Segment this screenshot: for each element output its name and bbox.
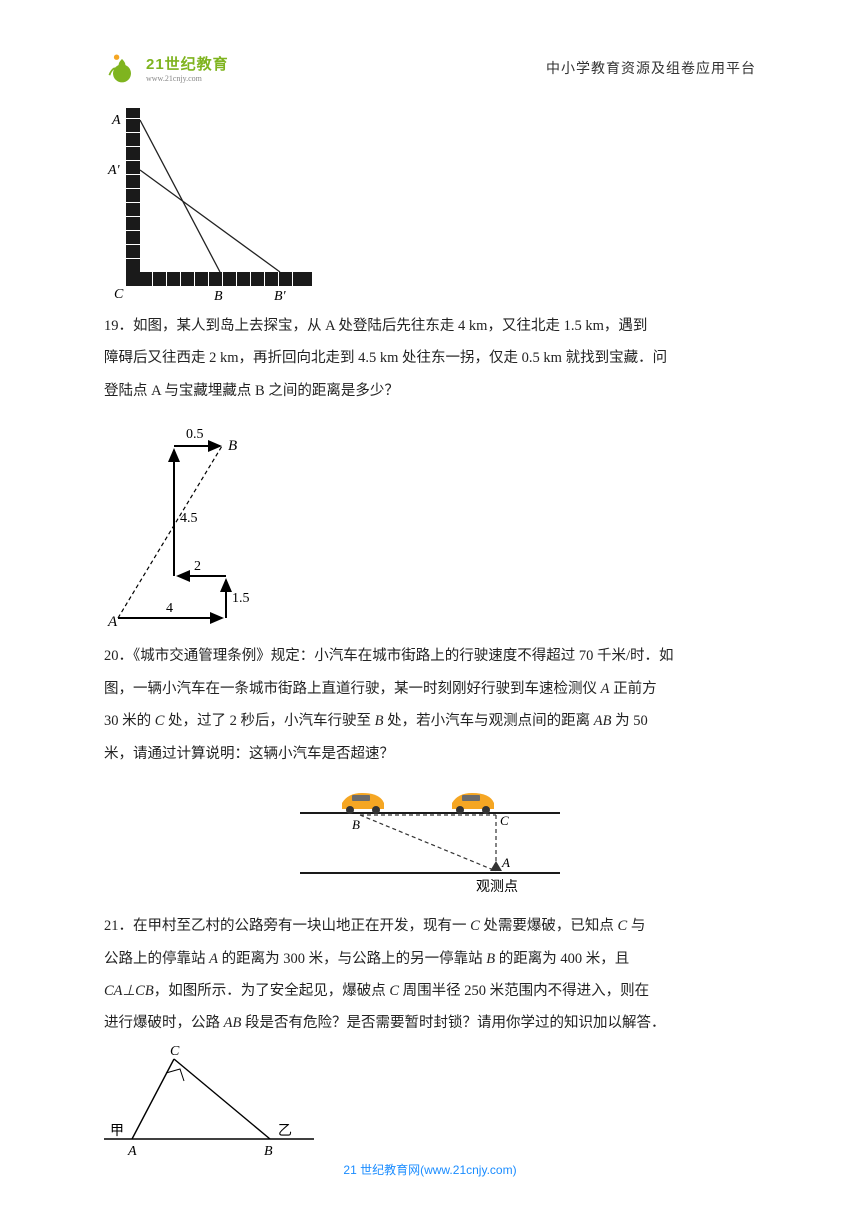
figure-19: A B 4 1.5 2 4.5 0.5 <box>104 412 756 635</box>
logo-icon <box>104 50 140 86</box>
header-tagline: 中小学教育资源及组卷应用平台 <box>546 58 756 78</box>
logo-url: www.21cnjy.com <box>146 74 229 83</box>
content-body: A A' C B B' 19．如图，某人到岛上去探宝，从 A 处登陆后先往东走 … <box>104 108 756 1170</box>
svg-text:B: B <box>228 438 237 454</box>
svg-text:4.5: 4.5 <box>180 511 198 526</box>
q19-line2: 障碍后又往西走 2 km，再折回向北走到 4.5 km 处往东一拐，仅走 0.5… <box>104 343 756 373</box>
svg-text:B: B <box>352 817 360 832</box>
q19-line3: 登陆点 A 与宝藏埋藏点 B 之间的距离是多少？ <box>104 376 756 406</box>
svg-text:A: A <box>107 614 118 630</box>
svg-text:观测点: 观测点 <box>476 879 518 895</box>
svg-text:B: B <box>264 1144 273 1159</box>
q20-line4: 米，请通过计算说明：这辆小汽车是否超速？ <box>104 739 756 769</box>
q20-line3: 30 米的 C 处，过了 2 秒后，小汽车行驶至 B 处，若小汽车与观测点间的距… <box>104 706 756 736</box>
q21-line4: 进行爆破时，公路 AB 段是否有危险？是否需要暂时封锁？请用你学过的知识加以解答… <box>104 1008 756 1038</box>
svg-text:A: A <box>501 855 510 870</box>
svg-text:4: 4 <box>166 601 173 616</box>
q20-line1: 20．《城市交通管理条例》规定：小汽车在城市街路上的行驶速度不得超过 70 千米… <box>104 641 756 671</box>
svg-text:A: A <box>127 1144 137 1159</box>
q21-line1: 21．在甲村至乙村的公路旁有一块山地正在开发，现有一 C 处需要爆破，已知点 C… <box>104 911 756 941</box>
svg-text:B': B' <box>274 289 287 300</box>
q20-line2: 图，一辆小汽车在一条城市街路上直道行驶，某一时刻刚好行驶到车速检测仪 A 正前方 <box>104 674 756 704</box>
svg-text:0.5: 0.5 <box>186 427 204 442</box>
page-footer: 21 世纪教育网(www.21cnjy.com) <box>0 1161 860 1178</box>
q19-line1: 19．如图，某人到岛上去探宝，从 A 处登陆后先往东走 4 km，又往北走 1.… <box>104 311 756 341</box>
svg-text:A: A <box>111 113 121 128</box>
svg-text:乙: 乙 <box>278 1123 292 1139</box>
q21-line3: CA⊥CB，如图所示．为了安全起见，爆破点 C 周围半径 250 米范围内不得进… <box>104 976 756 1006</box>
svg-text:甲: 甲 <box>110 1124 124 1139</box>
svg-text:1.5: 1.5 <box>232 591 250 606</box>
figure-18: A A' C B B' <box>104 108 756 305</box>
svg-text:C: C <box>114 287 124 300</box>
logo: 21世纪教育 www.21cnjy.com <box>104 50 229 86</box>
q21-line2: 公路上的停靠站 A 的距离为 300 米，与公路上的另一停靠站 B 的距离为 4… <box>104 944 756 974</box>
figure-20: B C A 观测点 <box>104 775 756 905</box>
svg-text:C: C <box>170 1045 180 1059</box>
svg-text:C: C <box>500 813 509 828</box>
svg-text:B: B <box>214 289 223 300</box>
page-header: 21世纪教育 www.21cnjy.com 中小学教育资源及组卷应用平台 <box>104 48 756 88</box>
svg-text:A': A' <box>107 163 121 178</box>
svg-text:2: 2 <box>194 559 201 574</box>
logo-text-cn: 21世纪教育 <box>146 56 229 73</box>
figure-21: C 甲 乙 A B <box>104 1045 756 1170</box>
